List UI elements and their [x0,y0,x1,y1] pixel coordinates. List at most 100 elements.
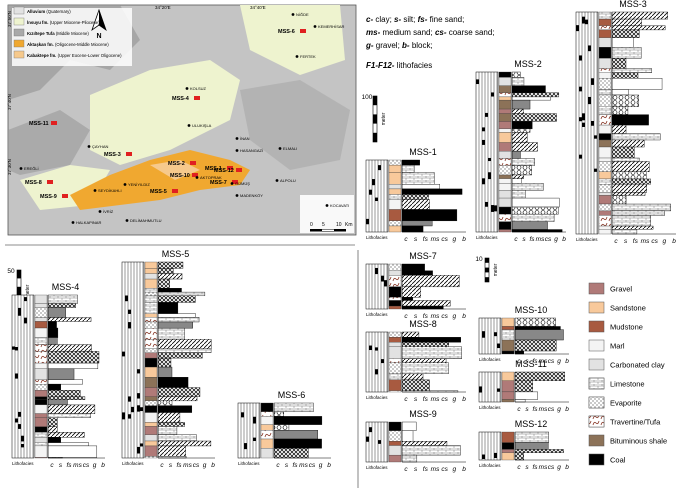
grain-bar [511,108,524,114]
town-marker [235,149,239,152]
lithofacies-label: Lithofacies [366,235,388,240]
grain-bar [401,275,460,288]
column-title: MSS-12 [515,419,548,429]
facies-segment [144,400,158,406]
grain-size-label: s [169,462,173,469]
facies-segment [498,85,512,93]
lithofacies-mark [18,307,21,312]
grain-bar [157,352,203,359]
grain-bar [47,351,100,364]
lithofacies-mark [594,135,597,139]
grain-size-label: s [59,462,63,469]
grain-bar [47,294,78,304]
facies-segment [501,399,515,403]
facies-segment [388,331,402,338]
abbreviation-line: ms- medium sand; cs- coarse sand; [366,28,495,37]
legend-label: Mudstone [610,323,643,332]
facies-segment [598,171,612,180]
facies-segment [598,29,612,38]
facies-segment [34,445,48,458]
grain-size-label: s [414,396,418,403]
site-label: MSS-9 [40,194,57,200]
grain-size-label: c [404,313,408,320]
legend-label: Travertine/Tufa [610,418,661,427]
facies-segment [144,348,158,353]
grain-bar [514,442,549,450]
grain-size-label: g [453,313,457,320]
facies-segment [501,339,515,352]
grain-bar [157,357,172,368]
grain-size-label: fs [423,236,429,243]
lithofacies-mark [485,201,488,207]
column-title: MSS-1 [409,147,437,157]
lithofacies-mark [381,275,384,282]
grain-bar [401,342,449,348]
facies-segment [598,124,612,134]
lithofacies-mark [140,443,143,447]
town-marker [235,137,239,140]
grain-size-label: cs [441,466,448,473]
facies-segment [144,268,158,274]
grain-bar [47,307,66,318]
grain-size-label: s [522,236,526,243]
grain-size-label: c [404,236,408,243]
lithofacies-mark [588,97,591,105]
map-scale-label: Km [345,222,353,228]
grain-size-label: s [525,464,529,471]
map-legend-swatch [13,28,25,37]
lithofacies-mark [253,416,256,424]
grain-bar [611,114,649,126]
lithofacies-label: Lithofacies [122,461,144,466]
map-legend-label: Alluvium (Quaternary) [27,9,71,14]
grain-bar [514,317,556,327]
grain-size-label: c [614,238,618,245]
facies-segment [501,442,515,450]
grain-size-label: ms [431,313,440,320]
grain-size-label: c [517,358,521,365]
grain-size-label: fs [423,466,429,473]
grain-size-label: cs [548,464,555,471]
grain-bar [611,133,661,141]
town-marker [123,183,127,186]
facies-segment [388,445,402,456]
facies-segment [598,195,612,205]
grain-bar [514,391,538,400]
grain-bar [401,220,433,227]
facies-segment [598,72,612,79]
grain-bar [157,278,170,289]
facies-segment [388,199,402,210]
town-label: DELİMAHMUTLU [130,218,162,223]
lithofacies-strip [121,261,145,459]
grain-bar [401,430,414,442]
grain-bar [273,402,314,412]
facies-segment [144,261,158,269]
grain-size-label: b [462,236,466,243]
lithofacies-mark [494,452,497,459]
grain-bar [511,206,559,215]
column-title: MSS-3 [619,0,647,9]
lithofacies-mark [137,405,140,412]
facies-segment [260,402,274,412]
lithofacies-mark [381,359,384,364]
lithofacies-mark [482,454,485,459]
facies-segment [501,329,515,341]
facies-segment [388,172,402,185]
facies-segment [598,114,612,126]
facies-segment [144,295,158,303]
facies-segment [498,158,512,166]
facies-segment [498,197,512,208]
lithofacies-mark [21,444,24,448]
facies-segment [34,307,48,318]
grain-bar [611,146,635,159]
town-marker [230,182,234,185]
lithofacies-mark [579,55,582,61]
lithofacies-label: Lithofacies [366,465,388,470]
site-marker [62,194,68,198]
site-marker [172,189,178,193]
lithofacies-mark [128,309,131,314]
lithofacies-strip [478,371,502,403]
grain-bar [611,178,651,185]
facies-segment [144,445,158,457]
grain-bar [401,373,424,381]
facies-segment [144,352,158,359]
